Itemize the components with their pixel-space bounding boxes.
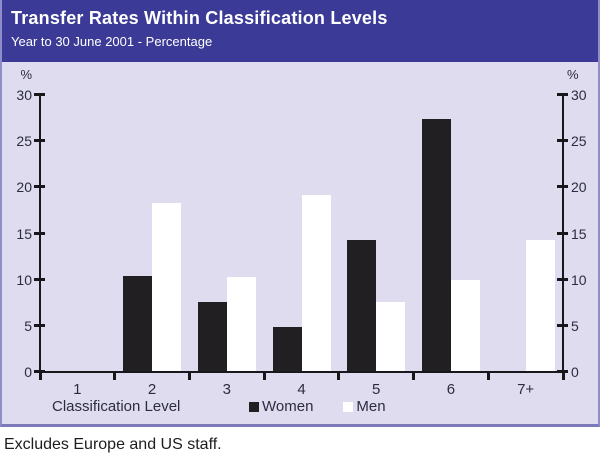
- men-swatch-icon: [343, 401, 354, 412]
- legend: Women Men: [249, 398, 386, 415]
- bar-men: [525, 239, 555, 372]
- left-y-tick: [34, 93, 45, 96]
- x-axis: [39, 371, 564, 373]
- bar-men: [226, 276, 256, 372]
- bar-women: [197, 301, 227, 372]
- x-axis-tick: [113, 371, 117, 380]
- bar-men: [301, 194, 331, 372]
- x-category-label: 5: [372, 381, 381, 398]
- left-y-tick: [34, 139, 45, 143]
- right-y-tick: [557, 277, 568, 281]
- right-y-tick: [557, 231, 568, 235]
- left-axis-unit-label: %: [20, 67, 32, 82]
- right-y-tick-label: 20: [571, 179, 587, 196]
- x-axis-tick: [187, 371, 191, 380]
- right-y-tick-label: 15: [571, 225, 587, 242]
- right-y-tick: [557, 139, 568, 143]
- left-y-tick-label: 10: [16, 271, 32, 288]
- right-y-tick: [557, 185, 568, 189]
- right-y-tick-label: 10: [571, 271, 587, 288]
- x-axis-tick: [486, 371, 490, 380]
- bar-women: [272, 326, 302, 372]
- left-y-tick: [34, 323, 45, 327]
- chart-subtitle: Year to 30 June 2001 - Percentage: [11, 34, 213, 49]
- right-y-tick-label: 25: [571, 133, 587, 150]
- women-swatch-icon: [249, 401, 259, 412]
- right-y-tick: [557, 323, 568, 327]
- right-axis-unit-label: %: [567, 67, 579, 82]
- right-y-tick: [557, 93, 568, 96]
- bar-women: [123, 275, 153, 372]
- x-category-label: 2: [147, 381, 157, 398]
- x-axis-tick: [262, 371, 266, 380]
- left-y-tick-label: 5: [24, 317, 32, 334]
- left-y-tick-label: 25: [16, 133, 32, 150]
- bar-men: [152, 203, 182, 372]
- left-y-tick: [34, 185, 45, 189]
- footnote: Excludes Europe and US staff.: [4, 436, 222, 453]
- left-y-tick-label: 15: [16, 225, 32, 242]
- legend-label-men: Men: [356, 398, 386, 415]
- x-category-label: 1: [73, 381, 82, 398]
- x-axis-tick: [561, 371, 565, 380]
- x-axis-title: Classification Level: [52, 398, 181, 415]
- x-axis-tick: [38, 371, 42, 380]
- legend-item-women: Women: [249, 398, 313, 415]
- right-y-tick-label: 5: [571, 317, 579, 334]
- x-category-label: 4: [297, 381, 306, 398]
- chart-header: Transfer Rates Within Classification Lev…: [2, 0, 598, 62]
- left-y-tick: [34, 277, 45, 281]
- chart-panel: Transfer Rates Within Classification Lev…: [0, 0, 600, 427]
- legend-item-men: Men: [343, 398, 386, 415]
- right-y-tick-label: 0: [571, 364, 579, 380]
- chart-title: Transfer Rates Within Classification Lev…: [11, 8, 388, 28]
- legend-label-women: Women: [262, 398, 314, 415]
- plot-area: % % 0 0 5 5 10 10 15 15 20 20 25 25 30 30 1 2 3 4 5 6 7+ Cl…: [16, 67, 587, 415]
- bar-men: [450, 279, 480, 372]
- left-y-tick-label: 0: [24, 364, 32, 380]
- bar-women: [421, 119, 451, 372]
- x-category-label: 7+: [517, 381, 535, 398]
- left-y-tick-label: 20: [16, 179, 32, 196]
- left-y-tick-label: 30: [16, 87, 32, 103]
- bar-men: [376, 301, 406, 372]
- x-category-label: 3: [222, 381, 231, 398]
- x-category-label: 6: [446, 381, 456, 398]
- x-axis-tick: [337, 371, 341, 380]
- right-y-tick-label: 30: [571, 87, 587, 103]
- x-axis-tick: [412, 371, 416, 380]
- bar-women: [347, 239, 377, 372]
- left-y-tick: [34, 231, 45, 235]
